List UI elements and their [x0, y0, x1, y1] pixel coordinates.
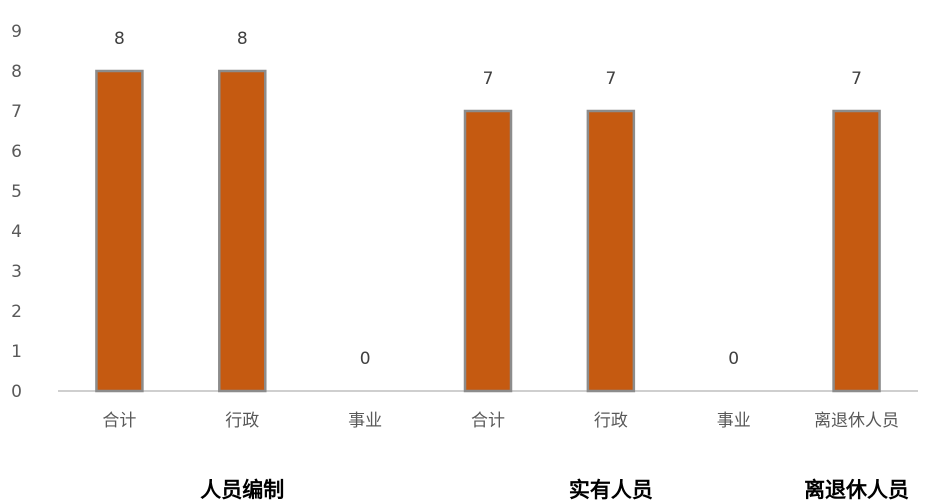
group-label: 实有人员 — [569, 478, 653, 502]
y-tick-label: 5 — [11, 182, 22, 202]
bar — [586, 109, 636, 393]
data-label: 7 — [483, 69, 494, 89]
category-label: 行政 — [225, 411, 259, 431]
category-label: 行政 — [594, 411, 628, 431]
data-label: 7 — [851, 69, 862, 89]
y-tick-label: 9 — [11, 22, 22, 42]
y-tick-label: 2 — [11, 302, 22, 322]
data-label: 0 — [360, 349, 371, 369]
data-labels: 8 8 0 7 7 0 7 — [114, 29, 862, 369]
category-label: 事业 — [717, 411, 751, 431]
bar — [218, 69, 267, 393]
y-tick-label: 6 — [11, 142, 22, 162]
y-axis-ticks: 0 1 2 3 4 5 6 7 8 9 — [11, 22, 22, 402]
y-tick-label: 1 — [11, 342, 22, 362]
data-label: 8 — [237, 29, 248, 49]
group-labels: 人员编制 实有人员 离退休人员 — [200, 478, 909, 502]
bar — [832, 109, 881, 393]
bar — [463, 109, 513, 393]
bars — [95, 69, 881, 393]
data-label: 0 — [728, 349, 739, 369]
data-label: 8 — [114, 29, 125, 49]
category-label: 离退休人员 — [814, 411, 899, 431]
y-tick-label: 7 — [11, 102, 22, 122]
category-label: 合计 — [471, 411, 505, 431]
y-tick-label: 3 — [11, 262, 22, 282]
group-label: 离退休人员 — [804, 478, 909, 502]
category-label: 合计 — [102, 411, 136, 431]
y-tick-label: 0 — [11, 382, 22, 402]
y-tick-label: 4 — [11, 222, 22, 242]
group-label: 人员编制 — [200, 478, 284, 502]
category-labels: 合计 行政 事业 合计 行政 事业 离退休人员 — [102, 411, 899, 431]
y-tick-label: 8 — [11, 62, 22, 82]
bar — [95, 69, 144, 393]
category-label: 事业 — [348, 411, 382, 431]
data-label: 7 — [605, 69, 616, 89]
